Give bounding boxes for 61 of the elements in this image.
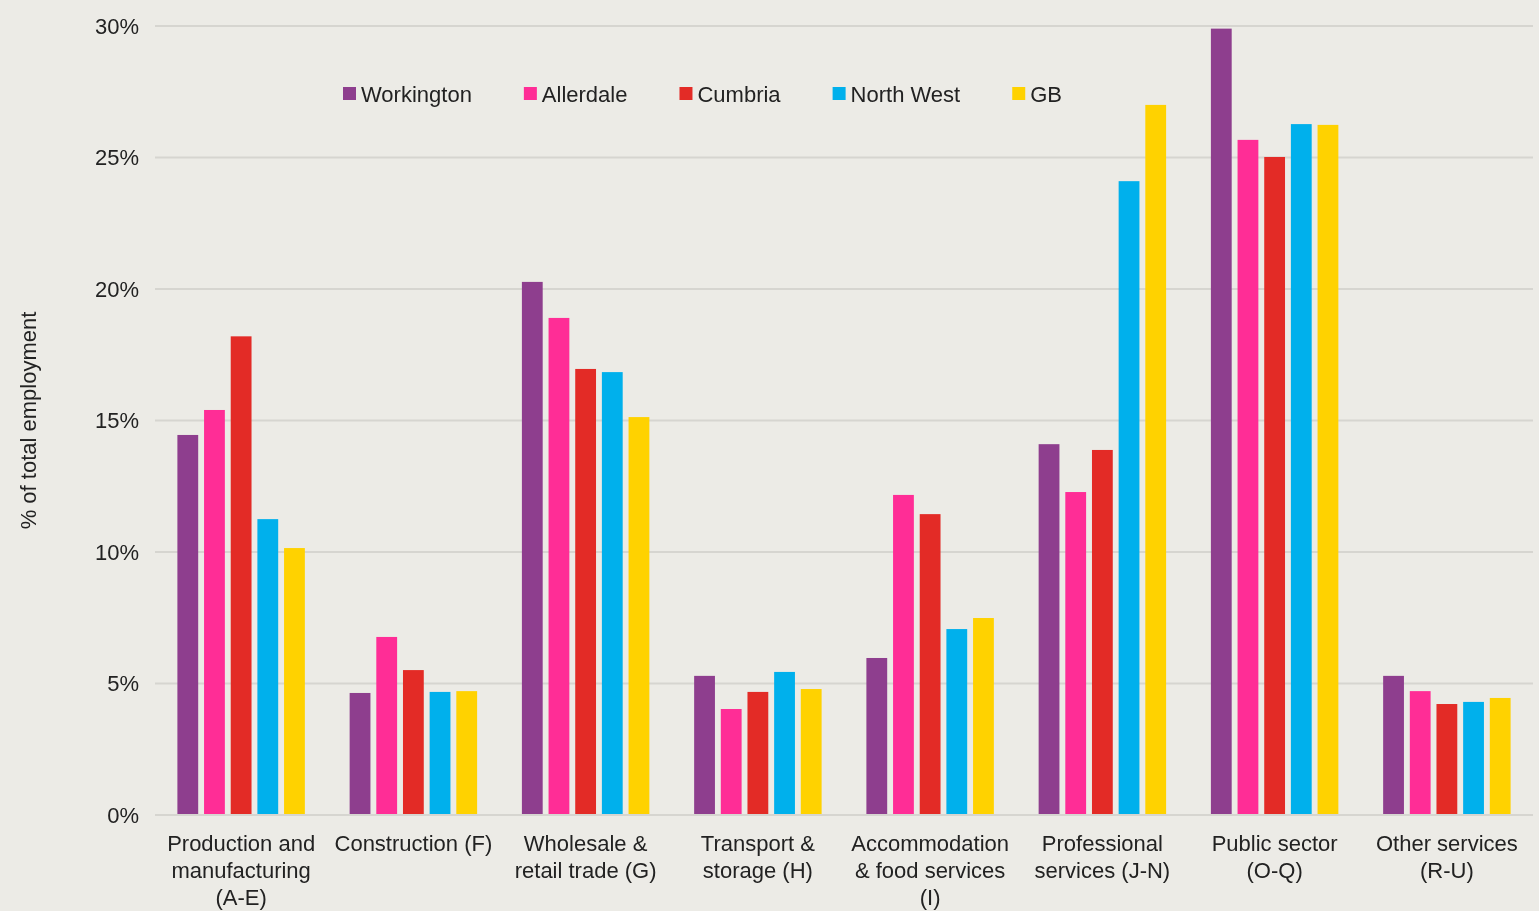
legend-label: Cumbria <box>697 81 782 107</box>
bar <box>230 336 252 815</box>
bar <box>1436 704 1458 815</box>
y-axis-title: % of total employment <box>16 311 41 530</box>
bar <box>747 691 769 815</box>
bar <box>973 618 994 815</box>
x-tick-label: Accommodation & food services (I) <box>851 831 1009 910</box>
bar <box>548 317 570 815</box>
bar <box>575 368 597 815</box>
bar <box>800 689 822 815</box>
bar <box>866 657 888 815</box>
legend-label: Allerdale <box>541 81 628 107</box>
bar <box>1264 156 1286 815</box>
bar <box>1210 28 1232 815</box>
bar <box>601 372 623 815</box>
bar <box>1317 124 1339 815</box>
bar <box>349 692 371 815</box>
bar <box>1383 675 1404 815</box>
bar <box>720 709 742 815</box>
bar <box>456 691 478 815</box>
bar <box>628 417 650 815</box>
x-tick-label: Transport & storage (H) <box>700 831 816 883</box>
bar <box>919 514 941 815</box>
bar <box>893 494 914 815</box>
bar <box>1290 124 1312 815</box>
bar <box>257 519 279 815</box>
bar <box>1065 492 1087 815</box>
x-tick-label: Other services (R-U) <box>1375 831 1518 883</box>
bar <box>1409 691 1431 815</box>
bar <box>429 691 451 815</box>
bar <box>521 281 543 815</box>
x-tick-label: Construction (F) <box>334 831 493 856</box>
bar <box>694 675 715 815</box>
y-tick-label: 20% <box>94 276 139 302</box>
bar <box>204 409 225 815</box>
x-tick-label: Production and manufacturing (A-E) <box>167 831 316 910</box>
bar <box>1237 139 1259 815</box>
bar <box>774 671 795 815</box>
bar <box>1118 181 1140 815</box>
bar <box>1145 104 1167 815</box>
y-tick-label: 0% <box>107 802 139 828</box>
x-tick-label: Public sector (O-Q) <box>1211 831 1338 883</box>
bar <box>1091 449 1113 815</box>
x-tick-label: Wholesale & retail trade (G) <box>514 831 657 883</box>
bar <box>402 670 424 815</box>
y-tick-label: 30% <box>94 13 139 39</box>
y-tick-label: 5% <box>107 671 139 697</box>
x-tick-label: Professional services (J-N) <box>1034 831 1171 883</box>
y-tick-label: 10% <box>94 539 139 565</box>
legend-label: Workington <box>361 81 472 107</box>
bar <box>946 629 968 815</box>
bar <box>1489 697 1511 815</box>
legend-label: GB <box>1030 81 1063 107</box>
bar <box>177 434 199 815</box>
bar <box>1463 701 1484 815</box>
legend-label: North West <box>850 81 961 107</box>
bar <box>376 636 398 815</box>
y-tick-label: 25% <box>94 145 139 171</box>
bar <box>1038 444 1060 815</box>
y-tick-label: 15% <box>94 408 139 434</box>
bar <box>284 548 305 815</box>
